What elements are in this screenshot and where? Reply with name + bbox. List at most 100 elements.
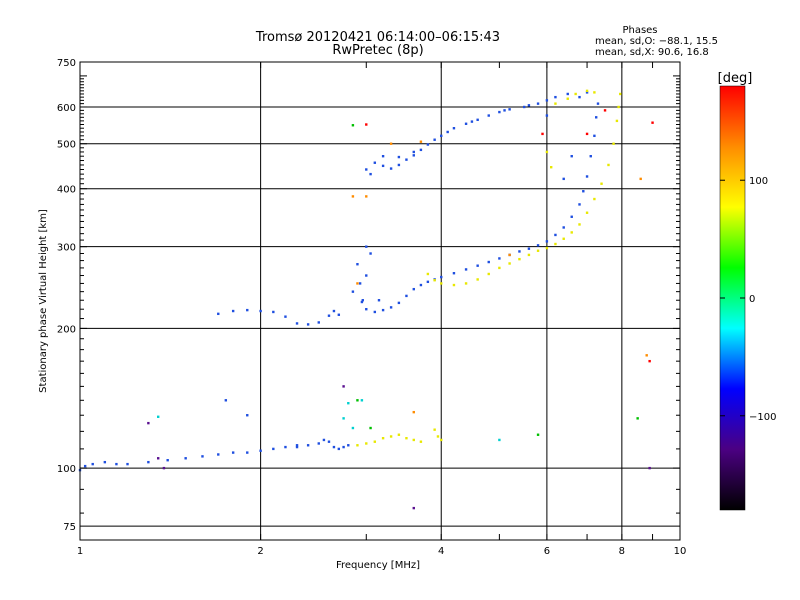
- data-point: [566, 97, 569, 100]
- data-point: [487, 260, 490, 264]
- data-point: [351, 124, 355, 127]
- data-point: [358, 282, 362, 285]
- data-point: [585, 132, 589, 136]
- data-point: [412, 506, 415, 510]
- phases-line-x: mean, sd,X: 90.6, 16.8: [595, 47, 709, 58]
- phases-heading: Phases: [622, 25, 657, 36]
- data-point: [351, 290, 355, 293]
- data-point: [217, 312, 220, 316]
- data-point: [433, 279, 436, 282]
- data-point: [498, 257, 501, 260]
- data-point: [603, 109, 607, 112]
- data-point: [347, 401, 350, 405]
- data-point: [389, 306, 393, 309]
- data-point: [508, 262, 511, 265]
- data-point: [527, 247, 531, 250]
- plot-area: 1 2 4 6 8 10 75 100 200 300 400 500 600 750: [57, 58, 686, 557]
- data-point: [412, 287, 415, 291]
- data-point: [508, 253, 511, 257]
- data-point: [322, 438, 326, 442]
- y-tick-label: 100: [57, 464, 76, 475]
- data-point: [536, 249, 540, 252]
- data-point: [272, 310, 275, 314]
- data-point: [498, 438, 501, 442]
- data-point: [337, 313, 341, 316]
- data-point: [157, 457, 160, 460]
- data-point: [645, 354, 648, 357]
- data-point: [452, 127, 456, 130]
- data-point: [487, 114, 490, 117]
- data-point: [648, 359, 651, 363]
- data-point: [562, 226, 565, 229]
- data-point: [332, 445, 336, 449]
- data-point: [327, 440, 331, 443]
- data-point: [397, 433, 401, 436]
- colorbar-tick-label: 100: [749, 176, 768, 187]
- data-point: [272, 447, 275, 451]
- data-point: [562, 237, 565, 240]
- data-point: [356, 399, 359, 402]
- data-point: [361, 299, 364, 302]
- data-point: [452, 283, 456, 287]
- data-point: [91, 462, 94, 466]
- data-point: [365, 195, 368, 198]
- data-point: [147, 460, 150, 464]
- data-point: [381, 308, 385, 312]
- data-point: [381, 154, 385, 158]
- chart-subtitle: RwPretec (8p): [332, 43, 423, 58]
- data-point: [356, 444, 359, 447]
- data-point: [433, 428, 436, 431]
- data-point: [184, 457, 187, 460]
- data-point: [589, 154, 592, 158]
- chart-title: Tromsø 20120421 06:14:00–06:15:43: [255, 30, 500, 45]
- data-point: [523, 105, 526, 109]
- data-point: [337, 447, 341, 451]
- data-point: [356, 282, 359, 285]
- data-point: [585, 175, 589, 178]
- colorbar-ticks: 100 0 −100: [720, 176, 776, 423]
- data-point: [231, 309, 235, 313]
- data-point: [518, 250, 521, 253]
- data-point: [593, 91, 596, 94]
- data-point: [342, 445, 345, 449]
- data-point: [440, 275, 443, 279]
- data-point: [508, 108, 511, 111]
- data-point: [464, 122, 468, 125]
- data-point: [412, 154, 415, 157]
- data-point: [498, 110, 501, 114]
- data-point: [578, 95, 581, 99]
- data-point: [147, 421, 150, 425]
- data-point: [648, 466, 651, 470]
- data-point: [369, 426, 372, 430]
- data-point: [498, 266, 501, 270]
- data-point: [545, 246, 549, 250]
- data-point: [612, 142, 615, 145]
- data-point: [295, 444, 299, 447]
- data-point: [585, 89, 589, 93]
- data-point: [503, 109, 506, 112]
- data-point: [562, 177, 565, 181]
- data-point: [284, 315, 287, 318]
- data-point: [545, 150, 549, 154]
- data-point: [295, 322, 299, 325]
- data-point: [436, 435, 440, 438]
- data-point: [365, 168, 368, 171]
- data-point: [464, 282, 468, 285]
- data-point: [360, 300, 364, 304]
- data-point: [162, 466, 166, 470]
- data-point: [617, 105, 620, 109]
- x-tick-label: 6: [544, 546, 550, 557]
- data-point: [426, 280, 430, 284]
- data-point: [476, 278, 479, 281]
- data-point: [369, 252, 372, 255]
- data-point: [217, 453, 220, 456]
- y-tick-label: 75: [63, 522, 76, 533]
- data-point: [596, 102, 600, 105]
- data-point: [419, 440, 423, 443]
- data-point: [412, 438, 415, 442]
- data-point: [351, 426, 355, 430]
- colorbar-label: [deg]: [718, 71, 753, 86]
- data-point: [566, 92, 569, 96]
- data-point: [356, 263, 359, 266]
